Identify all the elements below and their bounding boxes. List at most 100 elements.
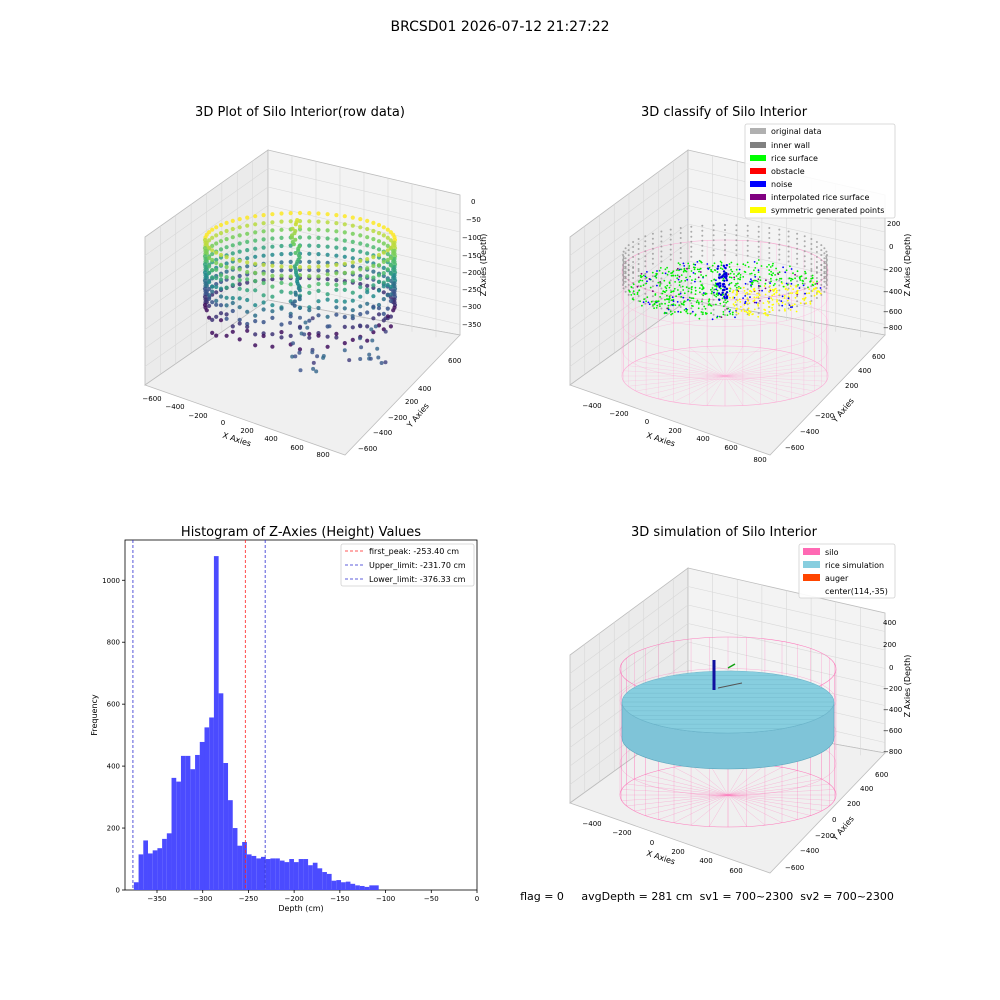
hist-bar	[218, 693, 224, 890]
classify-point	[768, 227, 771, 229]
classify-point	[787, 235, 790, 238]
classify-point	[624, 247, 627, 250]
hist-bar	[157, 848, 163, 890]
classify-point	[632, 277, 635, 279]
raw-point	[253, 303, 258, 308]
classify-ztick: 0	[889, 243, 893, 251]
sim-ytick: 400	[860, 785, 873, 793]
raw-point	[376, 263, 382, 268]
classify-point	[632, 246, 635, 248]
classify-point	[632, 298, 635, 301]
cyl-spoke	[690, 794, 729, 826]
classify-point	[641, 304, 643, 307]
classify-point	[803, 255, 806, 258]
classify-point	[804, 272, 807, 275]
classify-point	[722, 301, 725, 303]
raw-point	[350, 248, 355, 253]
raw-point	[214, 275, 219, 281]
classify-point	[787, 287, 790, 290]
classify-point	[810, 253, 813, 255]
classify-point	[672, 300, 675, 302]
classify-point	[768, 297, 770, 300]
raw-point	[316, 260, 321, 265]
cyl-spoke	[623, 375, 726, 382]
classify-point	[826, 274, 828, 276]
classify-point	[679, 268, 681, 271]
cyl-spoke	[724, 375, 777, 403]
classify-point	[684, 279, 687, 282]
classify-point	[825, 280, 828, 283]
classify-point	[749, 273, 751, 275]
grid-line	[569, 223, 689, 312]
grid-line	[144, 279, 269, 367]
classify-point	[798, 287, 801, 289]
raw-data-points	[202, 210, 398, 374]
classify-point	[780, 300, 783, 302]
classify-point	[823, 252, 826, 255]
sim-legend-swatch	[803, 548, 820, 555]
classify-point	[681, 285, 684, 288]
classify-point	[730, 261, 733, 264]
raw-point	[350, 264, 355, 269]
raw-point	[350, 223, 355, 228]
classify-point	[742, 263, 745, 266]
classify-point	[825, 277, 828, 280]
classify-point	[700, 261, 703, 264]
classify-point	[787, 260, 790, 263]
grid-line	[267, 242, 461, 288]
classify-point	[810, 285, 813, 287]
hist-ytick-label: 200	[107, 825, 120, 833]
classify-point	[672, 303, 675, 306]
raw-point	[342, 324, 347, 329]
raw-point	[381, 241, 386, 246]
classify-point	[702, 286, 704, 288]
raw-point	[288, 282, 293, 287]
classify-point	[795, 285, 797, 288]
classify-point	[774, 274, 776, 276]
classify-point	[678, 284, 681, 287]
hist-xtick-label: −350	[147, 895, 166, 903]
classify-point	[746, 291, 748, 294]
raw-point	[230, 324, 235, 329]
raw-point	[342, 261, 347, 266]
panel-classify: 3D classify of Silo Interior −400 −200 0…	[569, 105, 912, 464]
classify-point	[691, 286, 693, 288]
classify-point	[700, 311, 703, 313]
classify-point	[724, 299, 727, 301]
raw-point	[207, 315, 212, 320]
hist-bar	[261, 856, 266, 890]
classify-point	[805, 277, 807, 280]
raw-x-ticks: −600 −400 −200 0 200 400 600 800	[142, 395, 329, 459]
raw-point	[325, 272, 330, 277]
classify-point	[786, 289, 789, 291]
classify-point	[656, 270, 658, 272]
raw-point	[381, 250, 386, 255]
hist-bar	[195, 754, 200, 890]
classify-point	[778, 289, 781, 292]
raw-point	[253, 332, 258, 337]
classify-point	[663, 290, 666, 293]
classify-point	[725, 264, 728, 267]
classify-point	[716, 267, 719, 270]
raw-point	[245, 269, 250, 275]
classify-point	[739, 274, 742, 276]
classify-point	[678, 275, 681, 278]
raw-point	[218, 239, 224, 244]
classify-point	[813, 294, 816, 297]
raw-point	[279, 322, 284, 327]
hist-bar	[228, 800, 233, 890]
classify-point	[694, 313, 697, 316]
raw-point	[365, 257, 370, 262]
classify-point	[674, 304, 677, 306]
classify-point	[788, 277, 791, 279]
classify-point	[711, 318, 714, 321]
classify-point	[767, 306, 770, 308]
classify-point	[654, 301, 657, 303]
classify-point	[665, 287, 668, 290]
raw-point	[230, 329, 235, 334]
classify-point	[705, 313, 707, 315]
classify-point	[761, 289, 763, 292]
hist-bar	[359, 885, 365, 890]
raw-point	[316, 219, 321, 224]
classify-point	[651, 295, 654, 298]
